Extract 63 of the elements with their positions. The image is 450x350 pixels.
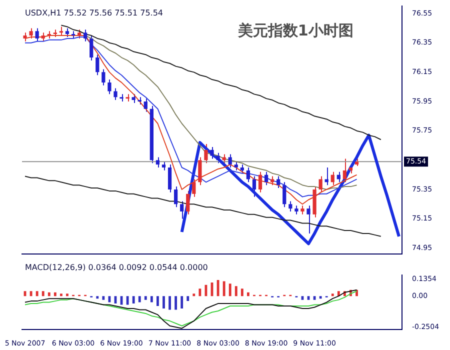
candlestick xyxy=(264,171,268,186)
bar xyxy=(174,296,178,310)
candlestick xyxy=(114,88,118,101)
candlestick xyxy=(276,176,280,189)
bar xyxy=(36,291,38,296)
bar xyxy=(319,296,322,299)
bar xyxy=(162,296,165,309)
bar xyxy=(156,296,159,306)
candlestick xyxy=(96,54,100,76)
candlestick xyxy=(318,176,322,193)
candlestick xyxy=(144,98,148,112)
bar xyxy=(66,294,68,296)
candlestick xyxy=(210,146,214,160)
bar xyxy=(138,296,141,302)
candlestick xyxy=(330,171,334,186)
bar xyxy=(192,294,196,296)
candlestick xyxy=(84,29,88,42)
text: MACD(12,26,9) 0.0364 0.0092 0.0544 0.0000 xyxy=(25,263,208,272)
bar xyxy=(60,294,62,296)
bar xyxy=(30,291,32,296)
bar xyxy=(126,296,129,305)
candlestick xyxy=(258,171,262,193)
bar xyxy=(150,296,153,302)
bar xyxy=(132,296,135,304)
annotation: USDX,H1 75.52 75.56 75.51 75.54 xyxy=(25,8,164,18)
bar xyxy=(180,296,184,309)
candlestick xyxy=(342,158,347,183)
candlestick xyxy=(192,178,196,198)
candlestick xyxy=(156,156,160,168)
candlestick xyxy=(29,28,33,39)
bar xyxy=(144,296,147,300)
candlestick xyxy=(324,166,328,186)
bar xyxy=(42,291,44,296)
bar xyxy=(168,296,171,310)
candlestick xyxy=(282,182,286,208)
bar xyxy=(240,288,244,296)
candlestick xyxy=(90,35,94,61)
bar xyxy=(186,296,190,302)
candlestick xyxy=(252,176,256,198)
candlestick xyxy=(198,156,202,186)
candlestick xyxy=(246,166,250,183)
bar xyxy=(198,288,202,296)
bar xyxy=(54,292,56,296)
bar xyxy=(96,296,99,299)
candlestick xyxy=(174,186,178,208)
bar xyxy=(48,292,50,296)
bar xyxy=(246,292,250,296)
candlestick xyxy=(108,79,112,95)
candlestick xyxy=(102,68,106,86)
bar xyxy=(222,281,226,296)
text: 美元指数1小时图 xyxy=(236,22,354,40)
candlestick xyxy=(228,154,232,168)
candlestick xyxy=(35,28,39,42)
candlestick xyxy=(288,200,292,212)
bar xyxy=(228,284,232,296)
bar xyxy=(234,286,238,296)
candlestick xyxy=(204,144,208,164)
bar xyxy=(331,294,334,296)
bar xyxy=(102,296,105,300)
candlestick xyxy=(180,200,184,220)
candlestick xyxy=(168,164,172,193)
candlestick xyxy=(186,190,190,215)
candlestick xyxy=(306,205,310,234)
